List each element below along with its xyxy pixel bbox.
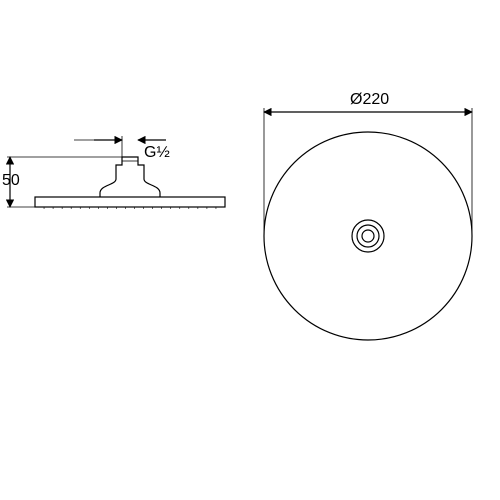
side-view-plate bbox=[35, 197, 225, 207]
height-label: 50 bbox=[2, 172, 20, 189]
top-view-outer-circle bbox=[264, 132, 472, 340]
top-view-ring-2 bbox=[357, 225, 379, 247]
top-view-ring-3 bbox=[362, 230, 374, 242]
diameter-label: Ø220 bbox=[350, 91, 389, 108]
side-view-connector bbox=[100, 157, 160, 197]
thread-label: G½ bbox=[144, 144, 170, 161]
